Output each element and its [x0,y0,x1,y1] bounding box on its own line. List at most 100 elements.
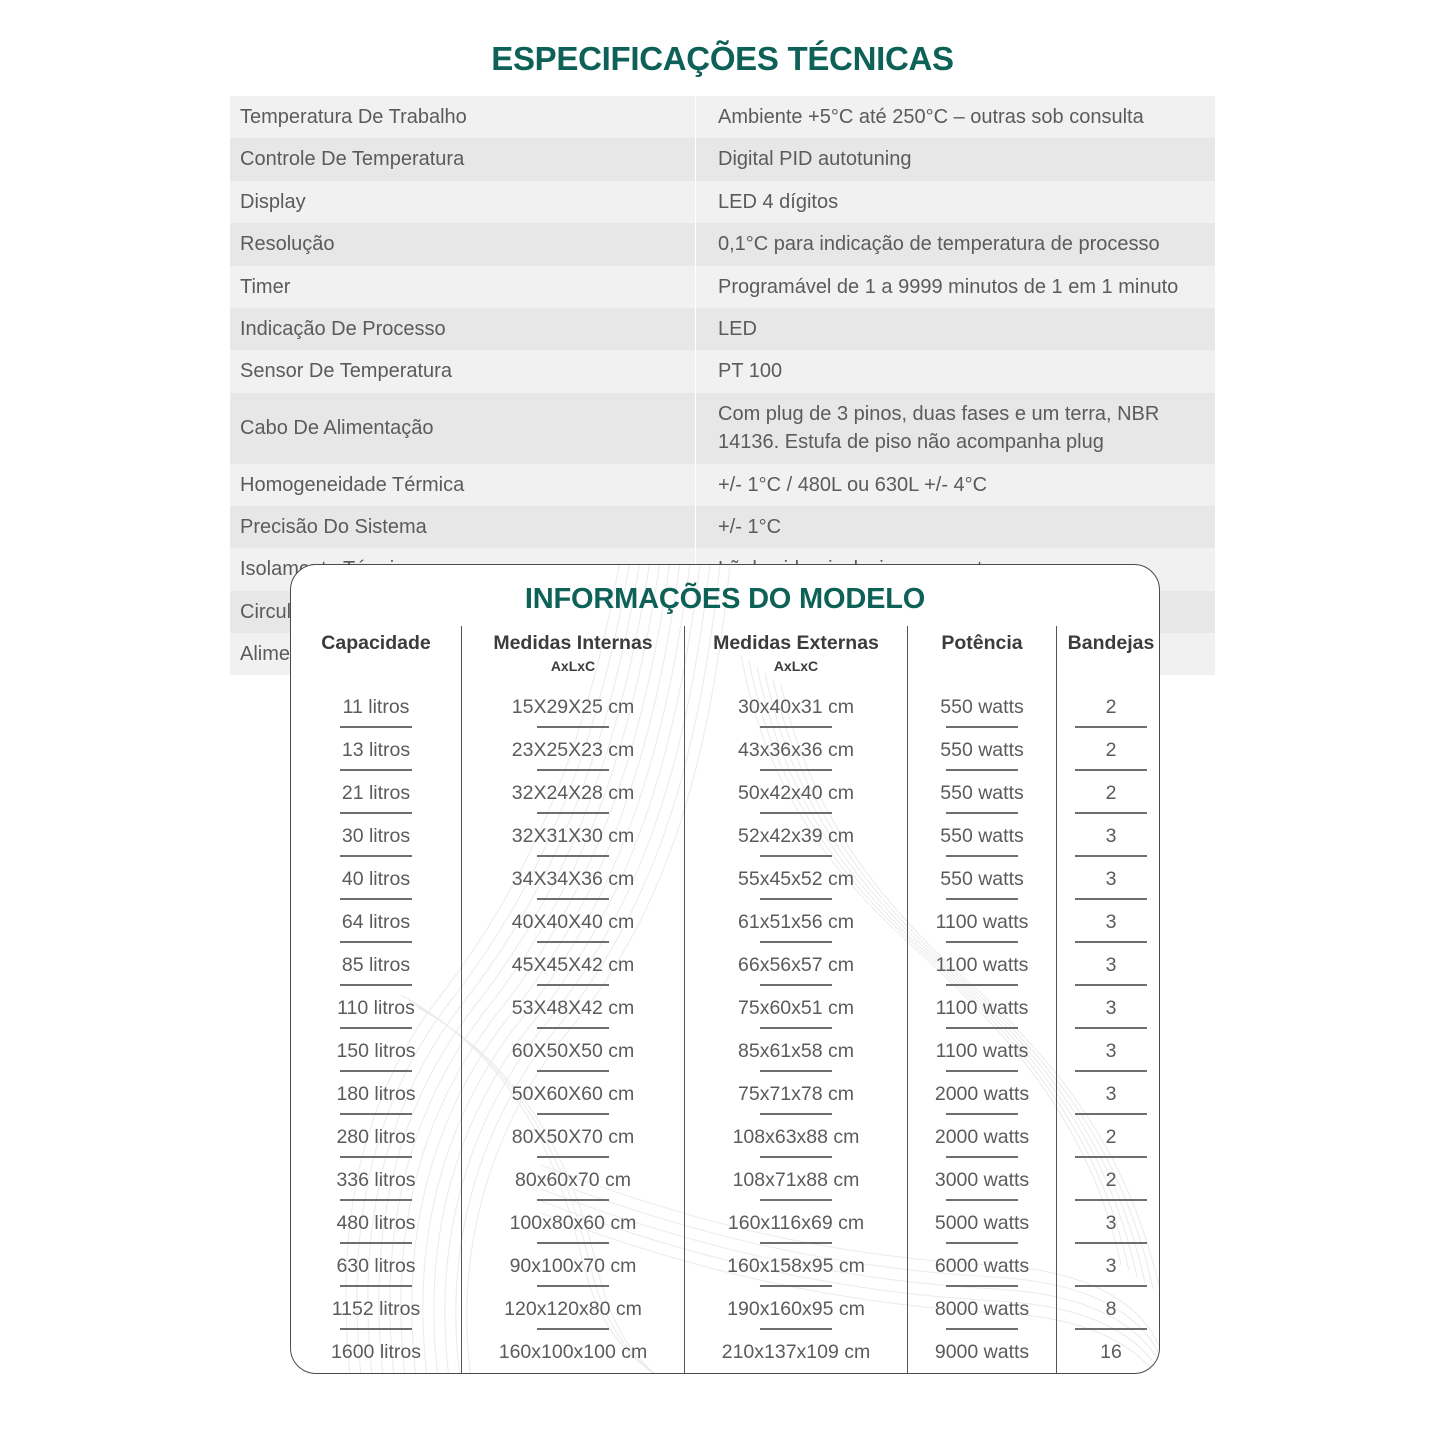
spec-value: LED [695,307,1215,351]
model-trays-cell: 3 [1056,948,1159,991]
spec-label: Temperatura De Trabalho [230,96,696,139]
model-external-dimensions-cell-value: 85x61x58 cm [685,1040,907,1072]
model-capacity-cell: 64 litros [291,905,462,948]
model-external-dimensions-cell: 190x160x95 cm [684,1292,908,1335]
model-external-dimensions-cell-value: 30x40x31 cm [685,696,907,728]
model-capacity-cell-value: 21 litros [291,782,461,814]
spec-row: Display LED 4 dígitos [230,180,1215,224]
model-internal-dimensions-cell-value: 100x80x60 cm [462,1212,684,1244]
model-column-header: Medidas Externas AxLxC [684,626,908,690]
model-external-dimensions-cell-value: 160x116x69 cm [685,1212,907,1244]
model-table-row: 11 litros 15X29X25 cm 30x40x31 cm 550 watts… [291,690,1159,733]
model-internal-dimensions-cell: 32X24X28 cm [461,776,685,819]
model-capacity-cell-value: 64 litros [291,911,461,943]
model-external-dimensions-cell-value: 43x36x36 cm [685,739,907,771]
model-external-dimensions-cell-value: 75x60x51 cm [685,997,907,1029]
model-external-dimensions-cell-value: 50x42x40 cm [685,782,907,814]
model-external-dimensions-cell-value: 210x137x109 cm [721,1340,871,1363]
model-capacity-cell-value: 150 litros [291,1040,461,1072]
model-trays-cell: 2 [1056,776,1159,819]
model-capacity-cell-value: 336 litros [291,1169,461,1201]
model-power-cell-value: 550 watts [908,868,1056,900]
model-capacity-cell-value: 85 litros [291,954,461,986]
model-column-header: Capacidade [291,626,462,690]
model-table-row: 64 litros 40X40X40 cm 61x51x56 cm 1100 watt… [291,905,1159,948]
spec-value: LED 4 dígitos [695,180,1215,224]
model-trays-cell-value: 2 [1057,739,1159,771]
model-external-dimensions-cell: 66x56x57 cm [684,948,908,991]
model-column-header-sublabel: AxLxC [773,658,819,674]
model-power-cell-value: 2000 watts [908,1083,1056,1115]
model-trays-cell-value: 3 [1057,1255,1159,1287]
model-power-cell-value: 8000 watts [908,1298,1056,1330]
model-power-cell: 550 watts [907,690,1057,733]
spec-value: +/- 1°C / 480L ou 630L +/- 4°C [695,463,1215,506]
model-power-cell: 550 watts [907,733,1057,776]
model-capacity-cell-value: 630 litros [291,1255,461,1287]
model-external-dimensions-cell-value: 190x160x95 cm [685,1298,907,1330]
model-table-row: 630 litros 90x100x70 cm 160x158x95 cm 6000 … [291,1249,1159,1292]
model-external-dimensions-cell: 61x51x56 cm [684,905,908,948]
model-trays-cell: 3 [1056,1249,1159,1292]
model-capacity-cell: 85 litros [291,948,462,991]
model-power-cell-value: 5000 watts [908,1212,1056,1244]
model-trays-cell-value: 2 [1057,696,1159,728]
model-trays-cell: 3 [1056,1034,1159,1077]
model-power-cell-value: 550 watts [908,739,1056,771]
model-power-cell: 1100 watts [907,948,1057,991]
spec-row: Cabo De Alimentação Com plug de 3 pinos, … [230,392,1215,464]
model-power-cell: 1100 watts [907,905,1057,948]
model-trays-cell: 2 [1056,690,1159,733]
model-power-cell: 2000 watts [907,1077,1057,1120]
model-column-header-label: Bandejas [1067,632,1155,654]
model-external-dimensions-cell-value: 75x71x78 cm [685,1083,907,1115]
model-internal-dimensions-cell: 80x60x70 cm [461,1163,685,1206]
model-trays-cell-value: 3 [1057,954,1159,986]
model-external-dimensions-cell: 85x61x58 cm [684,1034,908,1077]
model-internal-dimensions-cell-value: 23X25X23 cm [462,739,684,771]
model-power-cell: 8000 watts [907,1292,1057,1335]
model-power-cell-value: 2000 watts [908,1126,1056,1158]
spec-row: Homogeneidade Térmica +/- 1°C / 480L ou 6… [230,463,1215,506]
model-trays-cell-value: 3 [1057,911,1159,943]
model-column-header: Bandejas [1056,626,1159,690]
model-internal-dimensions-cell: 50X60X60 cm [461,1077,685,1120]
model-power-cell: 5000 watts [907,1206,1057,1249]
model-power-cell-value: 550 watts [908,825,1056,857]
model-trays-cell: 2 [1056,733,1159,776]
model-trays-cell-value: 3 [1057,997,1159,1029]
model-power-cell: 2000 watts [907,1120,1057,1163]
model-trays-cell: 3 [1056,991,1159,1034]
model-internal-dimensions-cell: 40X40X40 cm [461,905,685,948]
spec-label: Timer [230,265,696,308]
model-external-dimensions-cell-value: 160x158x95 cm [685,1255,907,1287]
model-power-cell-value: 6000 watts [908,1255,1056,1287]
model-internal-dimensions-cell-value: 40X40X40 cm [462,911,684,943]
model-capacity-cell: 40 litros [291,862,462,905]
model-capacity-cell: 1600 litros [291,1335,462,1373]
spec-row: Controle De Temperatura Digital PID autot… [230,138,1215,181]
spec-label: Display [230,180,696,224]
model-power-cell-value: 3000 watts [908,1169,1056,1201]
model-trays-cell: 2 [1056,1163,1159,1206]
model-external-dimensions-cell-value: 55x45x52 cm [685,868,907,900]
spec-row: Precisão Do Sistema +/- 1°C [230,505,1215,549]
model-internal-dimensions-cell: 100x80x60 cm [461,1206,685,1249]
model-column-header-label: Potência [941,632,1023,654]
model-power-cell: 6000 watts [907,1249,1057,1292]
model-internal-dimensions-cell: 32X31X30 cm [461,819,685,862]
spec-row: Resolução 0,1°C para indicação de tempera… [230,223,1215,266]
model-external-dimensions-cell: 108x63x88 cm [684,1120,908,1163]
spec-label: Homogeneidade Térmica [230,463,696,506]
model-external-dimensions-cell-value: 66x56x57 cm [685,954,907,986]
model-internal-dimensions-cell: 15X29X25 cm [461,690,685,733]
model-capacity-cell-value: 30 litros [291,825,461,857]
spec-value: Programável de 1 a 9999 minutos de 1 em … [695,265,1215,308]
model-column-header-sublabel: AxLxC [550,658,596,674]
model-capacity-cell: 11 litros [291,690,462,733]
model-column-header: Medidas Internas AxLxC [461,626,685,690]
model-internal-dimensions-cell-value: 15X29X25 cm [462,696,684,728]
model-internal-dimensions-cell-value: 32X31X30 cm [462,825,684,857]
model-internal-dimensions-cell-value: 32X24X28 cm [462,782,684,814]
model-trays-cell-value: 3 [1057,1040,1159,1072]
